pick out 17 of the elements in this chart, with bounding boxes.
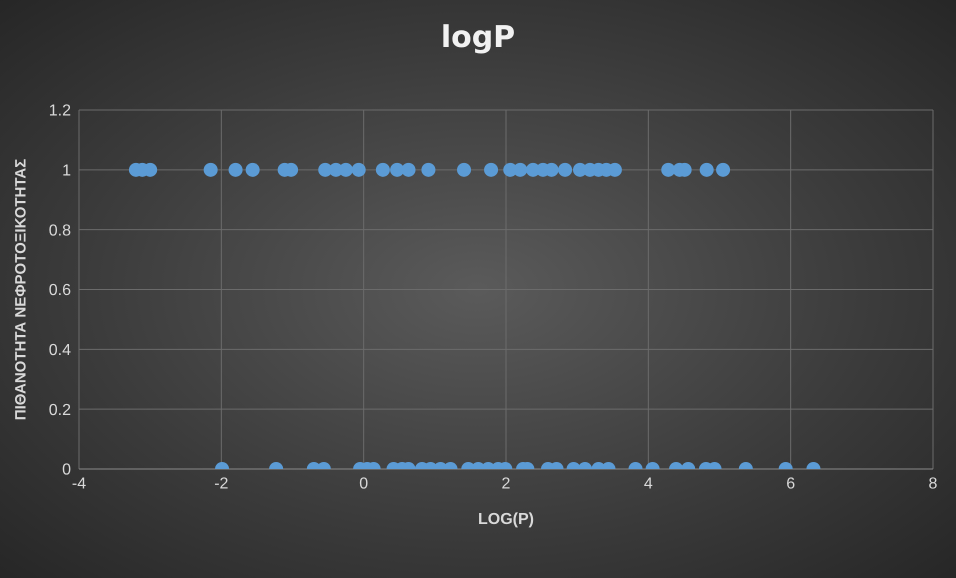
x-tick-label: -2 <box>214 475 229 492</box>
chart-title: logP <box>440 20 516 55</box>
y-tick-label: 0.8 <box>48 222 72 240</box>
y-tick-label: 1 <box>62 162 72 180</box>
x-tick-label: -4 <box>72 475 86 492</box>
x-tick-label: 4 <box>644 475 653 492</box>
y-tick-label: 0.6 <box>48 282 72 300</box>
y-tick-label: 0 <box>62 462 72 479</box>
x-tick-label: 6 <box>786 475 796 492</box>
x-tick-label: 8 <box>928 475 938 492</box>
y-axis-title: ΠΙΘΑΝΟΤΗΤΑ ΝΕΦΡΟΤΟΞΙΚΟΤΗΤΑΣ <box>12 158 30 420</box>
x-tick-label: 0 <box>359 475 368 492</box>
y-tick-label: 0.2 <box>48 402 72 419</box>
y-tick-label: 0.4 <box>48 342 72 360</box>
y-tick-label: 1.2 <box>48 102 72 120</box>
x-tick-label: 2 <box>502 475 511 492</box>
x-axis-title: LOG(P) <box>478 511 534 528</box>
